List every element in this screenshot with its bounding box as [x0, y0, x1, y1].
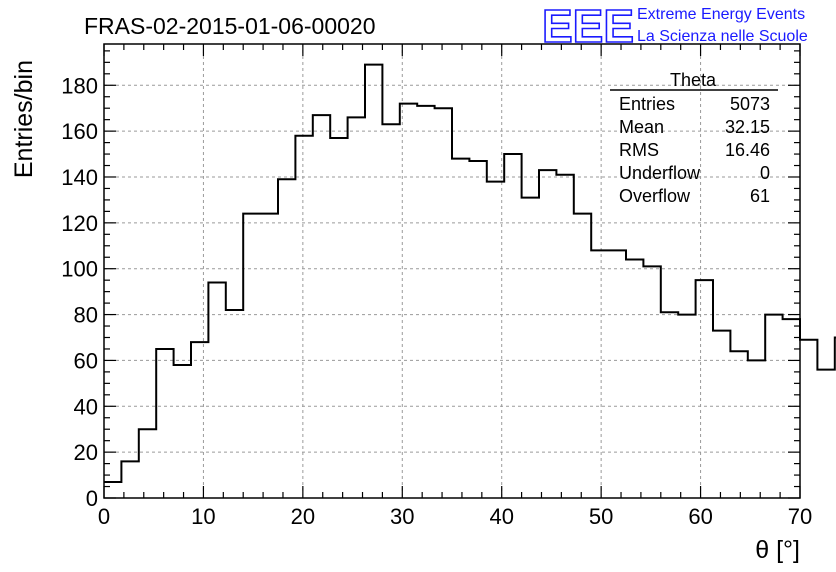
x-tick-label: 40 — [489, 504, 513, 529]
y-tick-label: 180 — [61, 73, 98, 98]
y-tick-label: 120 — [61, 211, 98, 236]
stats-rows: Entries 5073 Mean 32.15 RMS 16.46 Underflow 0 Ov… — [619, 94, 770, 206]
x-tick-label: 50 — [589, 504, 613, 529]
x-tick-label: 10 — [191, 504, 215, 529]
y-tick-label: 0 — [86, 486, 98, 511]
stats-label: Mean — [619, 117, 664, 137]
stats-box: Theta Entries 5073 Mean 32.15 RMS 16.46 Underf… — [610, 70, 778, 206]
chart-title: FRAS-02-2015-01-06-00020 — [84, 13, 376, 39]
axis-ticks — [103, 44, 801, 499]
y-tick-label: 20 — [74, 440, 98, 465]
x-tick-label: 70 — [788, 504, 812, 529]
stats-value: 32.15 — [725, 117, 770, 137]
y-tick-label: 160 — [61, 119, 98, 144]
y-tick-label: 140 — [61, 165, 98, 190]
stats-label: Overflow — [619, 186, 691, 206]
x-tick-label: 60 — [688, 504, 712, 529]
stats-label: Entries — [619, 94, 675, 114]
y-tick-label: 40 — [74, 394, 98, 419]
stats-label: Underflow — [619, 163, 701, 183]
stats-value: 16.46 — [725, 140, 770, 160]
x-tick-label: 0 — [98, 504, 110, 529]
y-tick-label: 80 — [74, 303, 98, 328]
stats-value: 5073 — [730, 94, 770, 114]
grid-lines — [104, 44, 800, 498]
stats-value: 61 — [750, 186, 770, 206]
eee-logo-line2: La Scienza nelle Scuole — [637, 28, 808, 45]
plot-frame — [103, 43, 801, 499]
x-tick-label: 20 — [291, 504, 315, 529]
stats-box-title: Theta — [670, 70, 717, 90]
histogram-series — [104, 63, 836, 483]
eee-logo: EEE Extreme Energy Events La Scienza nel… — [541, 0, 808, 53]
y-axis-title: Entries/bin — [10, 60, 38, 178]
eee-logo-mark: EEE — [542, 0, 634, 52]
stats-value: 0 — [760, 163, 770, 183]
stats-label: RMS — [619, 140, 659, 160]
y-tick-label: 60 — [74, 348, 98, 373]
y-tick-label: 100 — [61, 257, 98, 282]
tick-labels: 0 10 20 30 40 50 60 70 0 20 40 60 80 100 120 140 160 180 — [61, 73, 812, 529]
x-axis-title: θ [°] — [755, 536, 800, 564]
x-tick-label: 30 — [390, 504, 414, 529]
eee-logo-line1: Extreme Energy Events — [637, 6, 805, 23]
